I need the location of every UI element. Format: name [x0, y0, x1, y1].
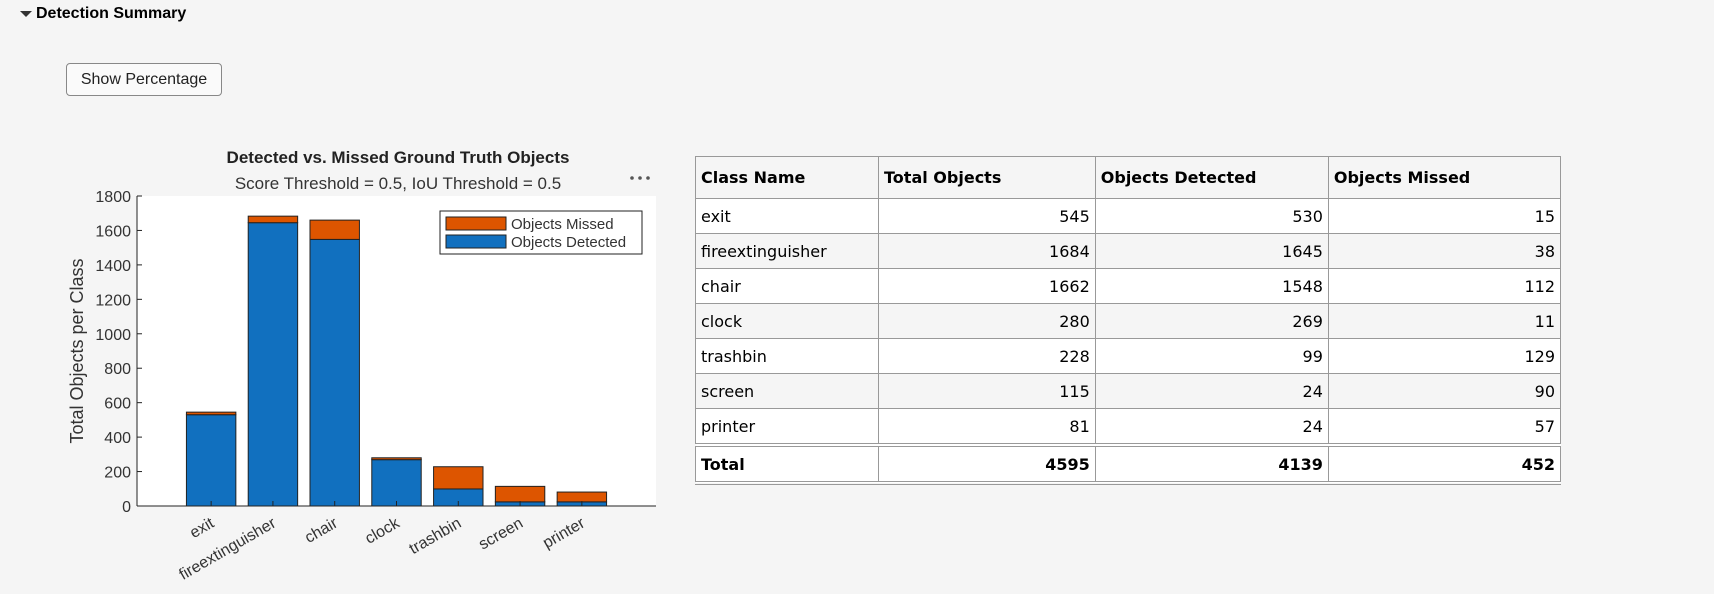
table-cell: 1684 — [878, 233, 1096, 269]
bar-missed-chair — [309, 219, 360, 240]
chart-subtitle: Score Threshold = 0.5, IoU Threshold = 0… — [235, 174, 561, 193]
x-tick-label: clock — [362, 514, 403, 547]
y-tick-label: 1800 — [95, 189, 131, 206]
table-cell: 452 — [1327, 443, 1562, 485]
table-row: chair 1662 1548 112 — [694, 268, 1562, 304]
x-tick-label: chair — [302, 514, 341, 546]
table-cell: exit — [694, 198, 880, 234]
y-tick-label: 1200 — [95, 292, 131, 309]
x-tick-label: screen — [476, 515, 526, 554]
table-cell: 57 — [1327, 408, 1562, 446]
column-header[interactable]: Total Objects — [878, 156, 1096, 199]
table-cell: 280 — [878, 303, 1096, 339]
more-options-icon[interactable] — [630, 176, 650, 180]
table-cell: 269 — [1094, 303, 1329, 339]
bar-detected-chair — [309, 238, 360, 507]
table-cell: fireextinguisher — [694, 233, 880, 269]
y-axis-label: Total Objects per Class — [67, 258, 87, 443]
table-row: trashbin 228 99 129 — [694, 338, 1562, 374]
column-header[interactable]: Objects Detected — [1094, 156, 1329, 199]
chart-title: Detected vs. Missed Ground Truth Objects — [227, 148, 570, 167]
table-cell: 11 — [1327, 303, 1562, 339]
table-cell: 530 — [1094, 198, 1329, 234]
bar-missed-screen — [494, 485, 546, 503]
table-cell: 90 — [1327, 373, 1562, 409]
table-cell: trashbin — [694, 338, 880, 374]
bar-missed-clock — [371, 457, 422, 461]
total-row: Total 4595 4139 452 — [694, 443, 1562, 485]
legend-swatch-detected — [445, 234, 507, 249]
table-cell: 1645 — [1094, 233, 1329, 269]
x-tick-label: exit — [187, 514, 218, 541]
bar-missed-trashbin — [433, 466, 484, 490]
table-cell: chair — [694, 268, 880, 304]
section-title: Detection Summary — [36, 5, 187, 22]
legend-swatch-missed — [445, 216, 507, 231]
table-cell: 1662 — [878, 268, 1096, 304]
legend-label-detected: Objects Detected — [511, 234, 626, 251]
table-row: printer 81 24 57 — [694, 408, 1562, 446]
table-cell: 1548 — [1094, 268, 1329, 304]
table-cell: 38 — [1327, 233, 1562, 269]
y-tick-label: 1000 — [95, 327, 131, 344]
bar-detected-fireextinguisher — [247, 222, 299, 507]
x-tick-label: printer — [540, 514, 588, 552]
table-cell: 129 — [1327, 338, 1562, 374]
table-cell: 228 — [878, 338, 1096, 374]
table-cell: 4595 — [878, 443, 1096, 485]
table-cell: 115 — [878, 373, 1096, 409]
table-cell: 24 — [1094, 408, 1329, 446]
table-cell: screen — [694, 373, 880, 409]
detection-summary-table: Class Name Total Objects Objects Detected O… — [694, 156, 1562, 485]
table-cell: 545 — [878, 198, 1096, 234]
bar-detected-exit — [185, 414, 237, 507]
y-tick-label: 200 — [104, 465, 131, 482]
x-tick-label: trashbin — [406, 515, 464, 558]
y-tick-label: 600 — [104, 396, 131, 413]
table-cell: printer — [694, 408, 880, 446]
bar-chart: Detected vs. Missed Ground Truth Objects… — [67, 148, 656, 584]
table-row: screen 115 24 90 — [694, 373, 1562, 409]
bar-missed-printer — [556, 491, 608, 503]
legend: Objects Missed Objects Detected — [439, 210, 643, 255]
show-percentage-button[interactable]: Show Percentage — [66, 63, 222, 96]
table-cell: 4139 — [1094, 443, 1329, 485]
table-cell: 24 — [1094, 373, 1329, 409]
table-cell: 99 — [1094, 338, 1329, 374]
y-tick-label: 400 — [104, 430, 131, 447]
column-header[interactable]: Class Name — [694, 156, 880, 199]
section-header[interactable]: Detection Summary — [20, 5, 186, 23]
table-row: exit 545 530 15 — [694, 198, 1562, 234]
column-header[interactable]: Objects Missed — [1327, 156, 1562, 199]
y-tick-label: 1400 — [95, 258, 131, 275]
table-row: clock 280 269 11 — [694, 303, 1562, 339]
bar-missed-exit — [185, 411, 237, 416]
legend-label-missed: Objects Missed — [511, 216, 614, 233]
bar-missed-fireextinguisher — [247, 215, 299, 224]
y-tick-label: 800 — [104, 361, 131, 378]
table-row: fireextinguisher 1684 1645 38 — [694, 233, 1562, 269]
table-cell: 15 — [1327, 198, 1562, 234]
bar-detected-clock — [371, 459, 422, 507]
collapse-triangle-icon[interactable] — [20, 11, 32, 17]
table-cell: 112 — [1327, 268, 1562, 304]
table-cell: 81 — [878, 408, 1096, 446]
table-cell: Total — [694, 443, 880, 485]
y-tick-label: 0 — [122, 499, 131, 516]
y-tick-label: 1600 — [95, 223, 131, 240]
table-cell: clock — [694, 303, 880, 339]
